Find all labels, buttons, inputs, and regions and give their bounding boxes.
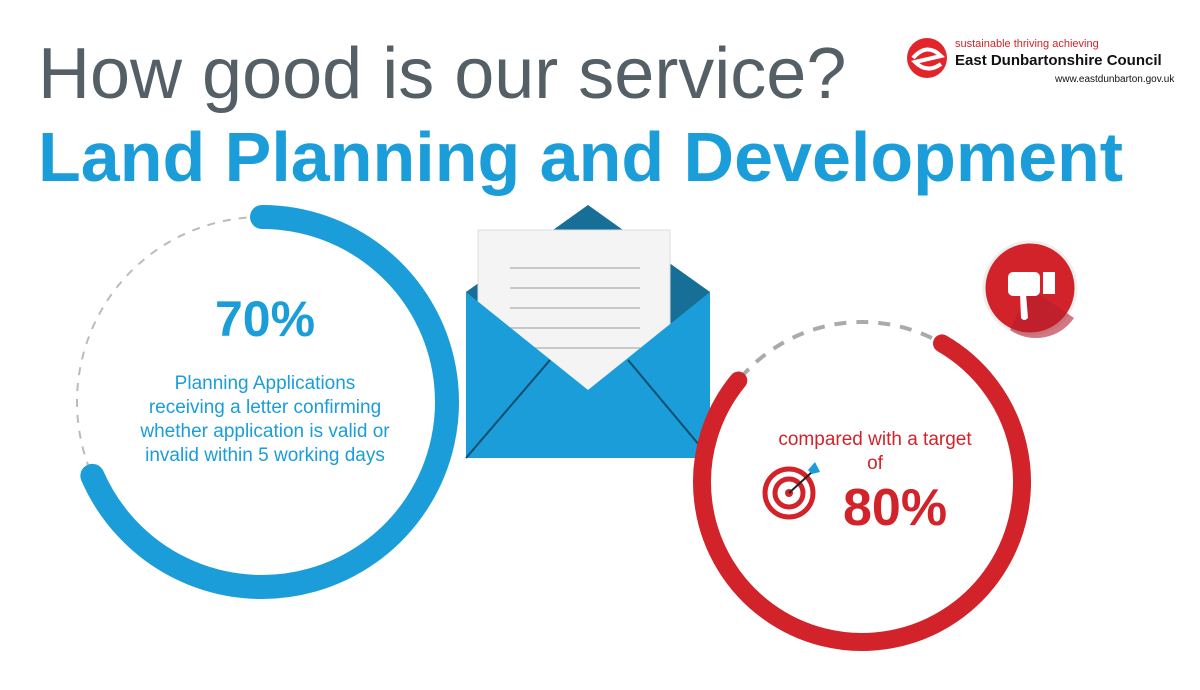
thumbs-down-icon bbox=[982, 240, 1078, 339]
question-heading: How good is our service? bbox=[38, 34, 847, 114]
target-value: 80% bbox=[843, 479, 948, 537]
performance-value: 70% bbox=[214, 291, 316, 347]
target-arc bbox=[693, 334, 1031, 651]
performance-arc bbox=[80, 205, 459, 599]
logo-url: www.eastdunbarton.gov.uk bbox=[1055, 74, 1175, 85]
performance-description: Planning Applications receiving a letter… bbox=[140, 373, 390, 466]
logo-tagline: sustainable thriving achieving bbox=[955, 38, 1099, 50]
logo-name: East Dunbartonshire Council bbox=[955, 52, 1162, 69]
target-arrow-icon bbox=[762, 462, 820, 520]
target-label: compared with a target of bbox=[778, 429, 972, 474]
council-logo: sustainable thriving achieving East Dunb… bbox=[905, 36, 1185, 96]
envelope-letter-icon bbox=[465, 205, 711, 459]
service-title: Land Planning and Development bbox=[38, 118, 1124, 196]
council-logo-icon bbox=[907, 38, 947, 78]
